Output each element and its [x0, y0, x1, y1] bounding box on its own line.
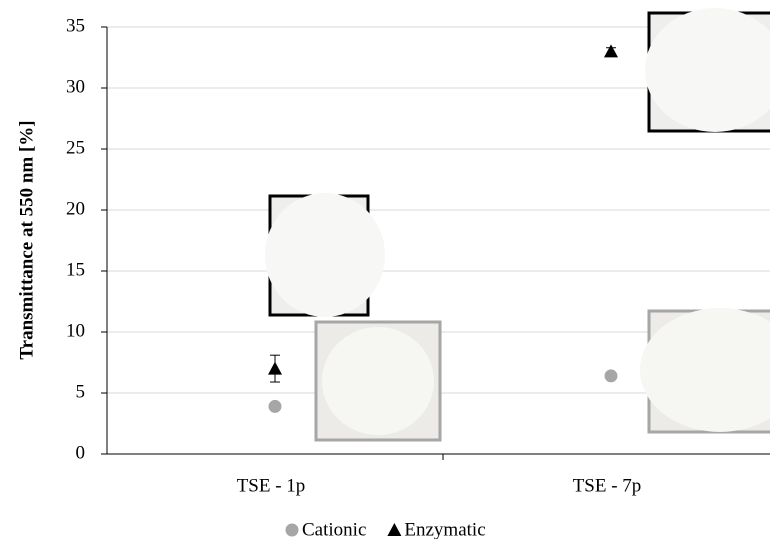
- photo-disc: [265, 193, 385, 317]
- photo-disc: [322, 327, 434, 435]
- y-tick-label: 0: [76, 442, 86, 463]
- legend-marker: [387, 523, 401, 536]
- y-tick-label: 5: [76, 381, 86, 402]
- y-tick-label: 35: [66, 15, 85, 36]
- chart: Transmittance at 550 nm [%] Cationic Enzy…: [0, 0, 770, 539]
- x-tick-label: TSE - 1p: [237, 475, 306, 496]
- y-axis-title: Transmittance at 550 nm [%]: [16, 120, 37, 359]
- point: [269, 400, 282, 413]
- photo-insets: [265, 8, 770, 440]
- y-tick-label: 10: [66, 320, 85, 341]
- point: [604, 44, 618, 57]
- y-tick-label: 30: [66, 76, 85, 97]
- point: [605, 369, 618, 382]
- x-tick-label: TSE - 7p: [573, 475, 642, 496]
- y-tick-label: 20: [66, 198, 85, 219]
- y-tick-label: 25: [66, 137, 85, 158]
- y-tick-label: 15: [66, 259, 85, 280]
- legend: Cationic Enzymatic: [286, 519, 486, 539]
- point: [268, 362, 282, 375]
- legend-marker: [286, 524, 299, 537]
- legend-label: Cationic: [302, 519, 366, 539]
- legend-label: Enzymatic: [404, 519, 485, 539]
